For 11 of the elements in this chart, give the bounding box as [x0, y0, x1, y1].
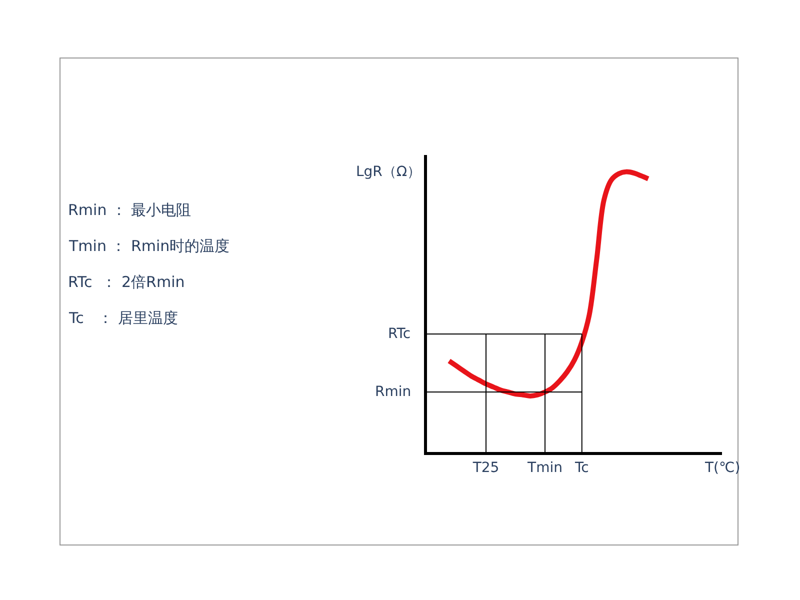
text: Tc ： 居里温度: [68, 309, 178, 327]
x-tick-label: T25: [472, 460, 500, 476]
text: Rmin ： 最小电阻: [68, 201, 192, 219]
y-axis-title: LgR（Ω）: [356, 164, 422, 180]
x-axis-title: T(℃): [704, 460, 740, 476]
x-tick-label: Tmin: [526, 460, 562, 476]
text: RTc ： 2倍Rmin: [68, 273, 185, 291]
text: Tmin ： Rmin时的温度: [68, 237, 230, 255]
ref-line-label: RTc: [388, 326, 411, 342]
x-tick-label: Tc: [574, 460, 589, 476]
ref-line-label: Rmin: [375, 384, 412, 400]
